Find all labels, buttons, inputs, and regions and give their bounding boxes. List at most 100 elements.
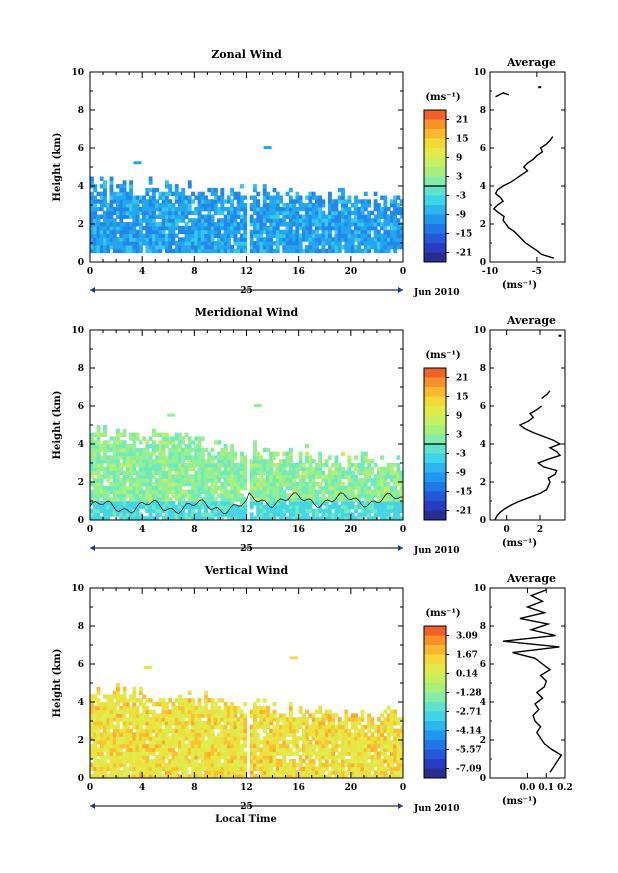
heatmap-cell bbox=[269, 233, 274, 238]
heatmap-cell bbox=[328, 774, 332, 778]
heatmap-cell bbox=[253, 218, 257, 223]
heatmap-cell bbox=[135, 229, 140, 235]
heatmap-cell bbox=[305, 766, 310, 771]
heatmap-cell bbox=[269, 516, 274, 520]
heatmap-cell bbox=[109, 444, 114, 449]
heatmap-cell bbox=[220, 728, 225, 733]
heatmap-cell bbox=[328, 241, 332, 246]
heatmap-cell bbox=[288, 233, 293, 238]
heatmap-cell bbox=[380, 466, 385, 472]
heatmap-cell bbox=[321, 470, 326, 475]
heatmap-cell bbox=[350, 516, 355, 520]
heatmap-cell bbox=[125, 774, 130, 778]
heatmap-cell bbox=[367, 508, 371, 513]
heatmap-cell bbox=[295, 501, 300, 506]
heatmap-cell bbox=[106, 210, 111, 216]
heatmap-cell bbox=[354, 751, 358, 756]
heatmap-cell bbox=[174, 489, 179, 494]
heatmap-cell bbox=[103, 225, 107, 231]
heatmap-cell bbox=[164, 233, 169, 238]
heatmap-cell bbox=[161, 432, 166, 437]
heatmap-cell bbox=[116, 482, 120, 487]
heatmap-cell bbox=[321, 485, 326, 491]
heatmap-cell bbox=[337, 508, 342, 513]
heatmap-cell bbox=[373, 199, 378, 204]
heatmap-cell bbox=[90, 482, 94, 487]
heatmap-cell bbox=[386, 724, 391, 730]
heatmap-cell bbox=[282, 751, 287, 756]
heatmap-cell bbox=[373, 237, 378, 242]
heatmap-cell bbox=[275, 225, 280, 231]
heatmap-cell bbox=[239, 225, 244, 231]
heatmap-cell bbox=[363, 206, 368, 212]
heatmap-cell bbox=[279, 762, 283, 768]
heatmap-cell bbox=[96, 485, 101, 491]
heatmap-cell bbox=[109, 447, 114, 453]
heatmap-cell bbox=[386, 508, 391, 513]
heatmap-cell bbox=[341, 770, 345, 775]
heatmap-cell bbox=[213, 751, 218, 756]
heatmap-cell bbox=[282, 244, 287, 250]
heatmap-cell bbox=[161, 702, 166, 707]
heatmap-cell bbox=[298, 218, 303, 223]
heatmap-cell bbox=[363, 774, 368, 778]
heatmap-cell bbox=[109, 237, 114, 242]
heatmap-cell bbox=[331, 493, 336, 498]
heatmap-cell bbox=[347, 463, 352, 468]
heatmap-cell bbox=[389, 478, 394, 483]
heatmap-cell bbox=[223, 759, 228, 764]
heatmap-cell bbox=[347, 770, 352, 775]
heatmap-cell bbox=[122, 740, 127, 745]
heatmap-cell bbox=[344, 248, 349, 254]
heatmap-cell bbox=[249, 470, 254, 475]
heatmap-cell bbox=[151, 482, 156, 487]
heatmap-cell bbox=[200, 489, 205, 494]
heatmap-cell bbox=[109, 698, 114, 703]
heatmap-cell bbox=[328, 497, 332, 502]
heatmap-cell bbox=[367, 203, 371, 208]
heatmap-cell bbox=[324, 751, 329, 756]
heatmap-cell bbox=[213, 229, 218, 235]
heatmap-cell bbox=[204, 206, 208, 212]
heatmap-cell bbox=[171, 740, 176, 745]
heatmap-cell bbox=[363, 512, 368, 517]
heatmap-cell bbox=[233, 728, 238, 733]
heatmap-cell bbox=[318, 766, 323, 771]
heatmap-cell bbox=[233, 504, 238, 510]
heatmap-cell bbox=[204, 225, 208, 231]
heatmap-cell bbox=[223, 451, 228, 456]
heatmap-cell bbox=[357, 732, 362, 737]
heatmap-cell bbox=[116, 447, 120, 453]
heatmap-cell bbox=[341, 244, 345, 250]
heatmap-cell bbox=[337, 743, 342, 749]
heatmap-cell bbox=[360, 203, 365, 208]
heatmap-cell bbox=[164, 743, 169, 749]
heatmap-cell bbox=[285, 508, 290, 513]
heatmap-cell bbox=[357, 478, 362, 483]
heatmap-cell bbox=[90, 455, 94, 460]
heatmap-cell bbox=[321, 463, 326, 468]
heatmap-cell bbox=[99, 206, 104, 212]
heatmap-cell bbox=[106, 244, 111, 250]
heatmap-cell bbox=[217, 237, 222, 242]
heatmap-cell bbox=[334, 732, 339, 737]
heatmap-cell bbox=[148, 210, 153, 216]
heatmap-cell bbox=[259, 470, 264, 475]
heatmap-cell bbox=[142, 474, 147, 479]
heatmap-cell bbox=[298, 493, 303, 498]
heatmap-cell bbox=[191, 218, 195, 223]
heatmap-cell bbox=[305, 474, 310, 479]
heatmap-cell bbox=[282, 218, 287, 223]
heatmap-cell bbox=[112, 210, 117, 216]
heatmap-cell bbox=[367, 214, 371, 219]
heatmap-cell bbox=[103, 497, 107, 502]
heatmap-cell bbox=[171, 241, 176, 246]
y-tick-label: 10 bbox=[71, 326, 84, 336]
heatmap-cell bbox=[308, 459, 313, 464]
heatmap-cell bbox=[194, 766, 199, 771]
heatmap-cell bbox=[207, 736, 212, 741]
heatmap-cell bbox=[266, 713, 270, 718]
heatmap-cell bbox=[282, 717, 287, 722]
heatmap-cell bbox=[298, 451, 303, 456]
heatmap-cell bbox=[233, 451, 238, 456]
